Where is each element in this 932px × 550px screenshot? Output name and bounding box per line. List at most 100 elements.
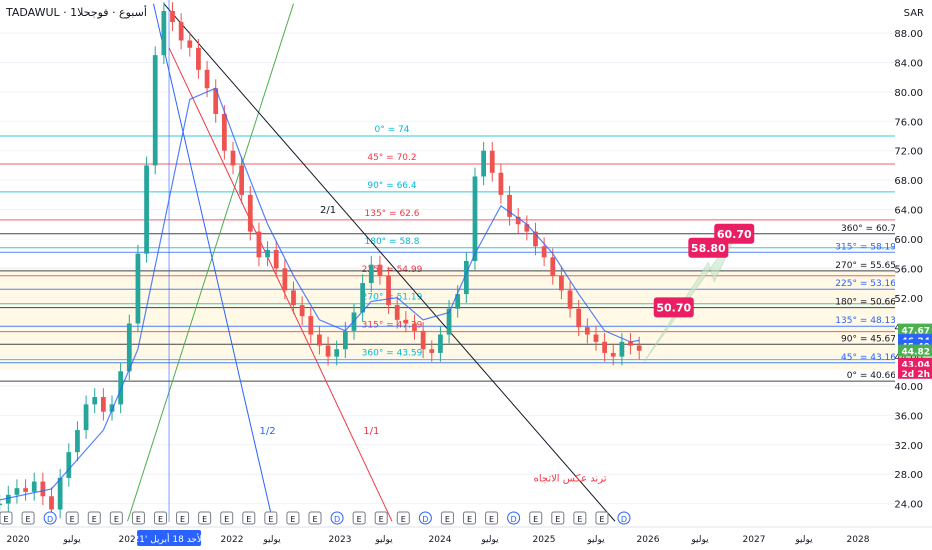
candle <box>515 216 521 225</box>
gann-levels: 0° = 74 45° = 70.2 90° = 66.4 135° = 62.6 18… <box>0 125 897 382</box>
candle <box>152 55 158 166</box>
candle <box>239 165 245 195</box>
annotation-text: 2/1 <box>320 205 336 216</box>
level-label: 45° = 70.2 <box>367 153 416 163</box>
candle <box>446 308 452 335</box>
level-label: 90° = 66.4 <box>367 181 417 191</box>
event-letter: E <box>246 515 251 524</box>
x-tick-label: 2026 <box>637 535 660 545</box>
level-label: 0° = 40.66 <box>847 371 897 381</box>
annotation-text: 1/2 <box>260 426 276 437</box>
earnings-marker <box>286 511 300 525</box>
earnings-marker <box>573 511 587 525</box>
earnings-marker <box>485 511 499 525</box>
candle <box>265 249 270 258</box>
candle <box>576 308 582 328</box>
candle <box>472 176 478 261</box>
event-letter: E <box>555 515 560 524</box>
event-letter: D <box>334 515 340 524</box>
price-axis-bg <box>895 0 932 550</box>
candle <box>196 47 201 70</box>
candle <box>170 11 175 23</box>
event-letter: E <box>533 515 538 524</box>
target-value: 58.80 <box>691 242 726 255</box>
level-label: 315° = 47.39 <box>362 321 423 331</box>
candle <box>118 371 124 405</box>
target-badge <box>653 297 694 318</box>
candle <box>75 430 80 453</box>
level-label: 180° = 50.66 <box>835 298 896 308</box>
earnings-marker <box>308 511 322 525</box>
candle <box>420 330 426 350</box>
currency-label: SAR <box>903 8 924 19</box>
annotations: 2/1 1/2 1/1 ترند عكس الاتجاه <box>260 205 607 484</box>
price-axis[interactable]: 88.00 84.00 80.00 76.00 72.00 68.00 64.00 60.00… <box>894 0 932 550</box>
annotation-text: ترند عكس الاتجاه <box>534 474 607 485</box>
candle <box>403 319 409 324</box>
level-label: 225° = 53.16 <box>835 279 896 289</box>
candle <box>533 231 538 247</box>
candle <box>317 334 322 346</box>
price-badge-text: 44.82 <box>902 348 930 358</box>
time-axis[interactable]: 2020 يوليو 2021 2022 يوليو 2023 يوليو 2024 يوليو… <box>0 526 932 550</box>
candle <box>109 404 115 412</box>
earnings-marker <box>440 511 454 525</box>
y-tick-label: 40.00 <box>894 382 923 393</box>
date-cursor-badge <box>137 530 202 546</box>
time-axis-bg <box>0 527 932 550</box>
candle <box>31 481 37 492</box>
candle <box>602 341 607 353</box>
event-letter: E <box>202 515 207 524</box>
x-tick-label: يوليو <box>374 535 393 545</box>
candle <box>360 283 366 313</box>
candle <box>135 253 141 324</box>
x-tick-label: يوليو <box>262 535 281 545</box>
candle <box>144 165 149 254</box>
candle <box>0 503 3 506</box>
event-letter: D <box>47 515 53 524</box>
candle <box>619 341 625 357</box>
event-letter: E <box>92 515 97 524</box>
y-tick-label: 76.00 <box>894 117 923 128</box>
candle <box>386 275 391 306</box>
earnings-marker <box>396 511 410 525</box>
candle <box>559 275 564 291</box>
moving-average-line <box>0 87 640 501</box>
x-tick-label: 2022 <box>221 535 244 545</box>
candle <box>126 323 132 372</box>
event-letter: D <box>422 515 428 524</box>
level-label: 135° = 48.13 <box>835 316 896 326</box>
target-value: 50.70 <box>656 301 691 314</box>
candle <box>282 268 288 291</box>
event-letter: E <box>312 515 317 524</box>
x-tick-label: 2027 <box>743 535 766 545</box>
candle <box>394 305 400 320</box>
earnings-marker <box>242 511 256 525</box>
event-letter: E <box>599 515 604 524</box>
y-tick-label: 52.00 <box>894 294 923 305</box>
gann-fan-lines <box>127 0 616 522</box>
earnings-marker <box>0 511 13 525</box>
candle <box>377 264 383 276</box>
event-letter: E <box>70 515 75 524</box>
x-tick-label: 2028 <box>847 535 870 545</box>
candle <box>463 261 469 295</box>
fan-line <box>127 3 294 522</box>
price-badge <box>898 366 932 379</box>
earnings-marker <box>551 511 565 525</box>
y-tick-label: 60.00 <box>894 235 923 246</box>
projection-arrow <box>643 227 740 362</box>
candle <box>221 113 227 151</box>
candle <box>524 224 530 232</box>
earnings-marker <box>352 511 366 525</box>
x-tick-label: 2021 <box>119 535 142 545</box>
candle <box>455 294 461 309</box>
earnings-marker <box>109 511 123 525</box>
level-label: 270° = 55.65 <box>835 261 896 271</box>
candle <box>291 290 296 306</box>
target-badge <box>714 223 755 244</box>
event-letter: E <box>379 515 384 524</box>
